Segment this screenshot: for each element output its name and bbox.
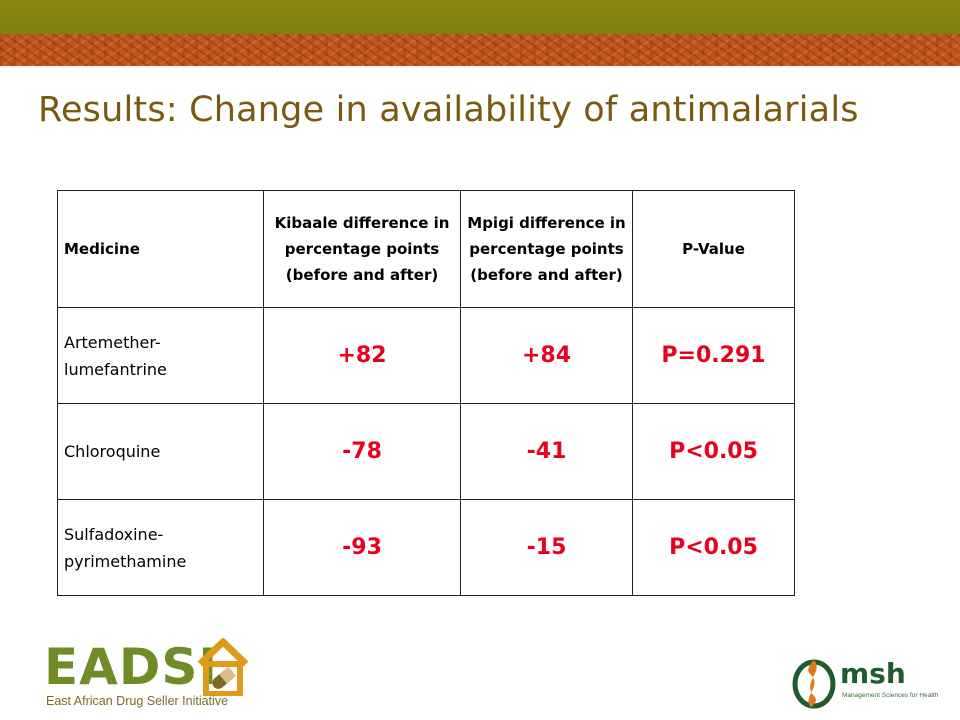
msh-flame-icon	[792, 659, 836, 709]
p-value: P<0.05	[632, 403, 795, 500]
kibaale-value: +82	[263, 307, 461, 404]
medicine-name: Artemether-lumefantrine	[57, 307, 264, 404]
medicine-name: Sulfadoxine-pyrimethamine	[57, 499, 264, 596]
top-pattern-band	[0, 34, 960, 66]
msh-logo-tagline: Management Sciences for Health	[842, 692, 939, 699]
p-value: P=0.291	[632, 307, 795, 404]
column-header-p-value: P-Value	[632, 190, 795, 308]
msh-logo: msh Management Sciences for Health	[790, 652, 940, 712]
mpigi-value: +84	[460, 307, 633, 404]
table-row: Sulfadoxine-pyrimethamine -93 -15 P<0.05	[57, 499, 795, 596]
column-header-mpigi: Mpigi difference in percentage points (b…	[460, 190, 633, 308]
mpigi-value: -41	[460, 403, 633, 500]
msh-logo-wordmark: msh	[840, 657, 906, 690]
house-pill-icon	[197, 638, 249, 696]
eadsi-logo-tagline: East African Drug Seller Initiative	[46, 694, 229, 708]
table-row: Artemether-lumefantrine +82 +84 P=0.291	[57, 307, 795, 404]
column-header-kibaale: Kibaale difference in percentage points …	[263, 190, 461, 308]
results-table: Medicine Kibaale difference in percentag…	[57, 190, 795, 596]
table-row: Chloroquine -78 -41 P<0.05	[57, 403, 795, 500]
kibaale-value: -93	[263, 499, 461, 596]
kibaale-value: -78	[263, 403, 461, 500]
table-header-row: Medicine Kibaale difference in percentag…	[57, 190, 795, 308]
medicine-name: Chloroquine	[57, 403, 264, 500]
column-header-medicine: Medicine	[57, 190, 264, 308]
p-value: P<0.05	[632, 499, 795, 596]
mpigi-value: -15	[460, 499, 633, 596]
slide-title: Results: Change in availability of antim…	[38, 90, 859, 130]
eadsi-logo-wordmark: EADSI	[44, 638, 218, 696]
top-header-band	[0, 0, 960, 34]
eadsi-logo: EADSI East African Drug Seller Initiativ…	[44, 636, 254, 712]
